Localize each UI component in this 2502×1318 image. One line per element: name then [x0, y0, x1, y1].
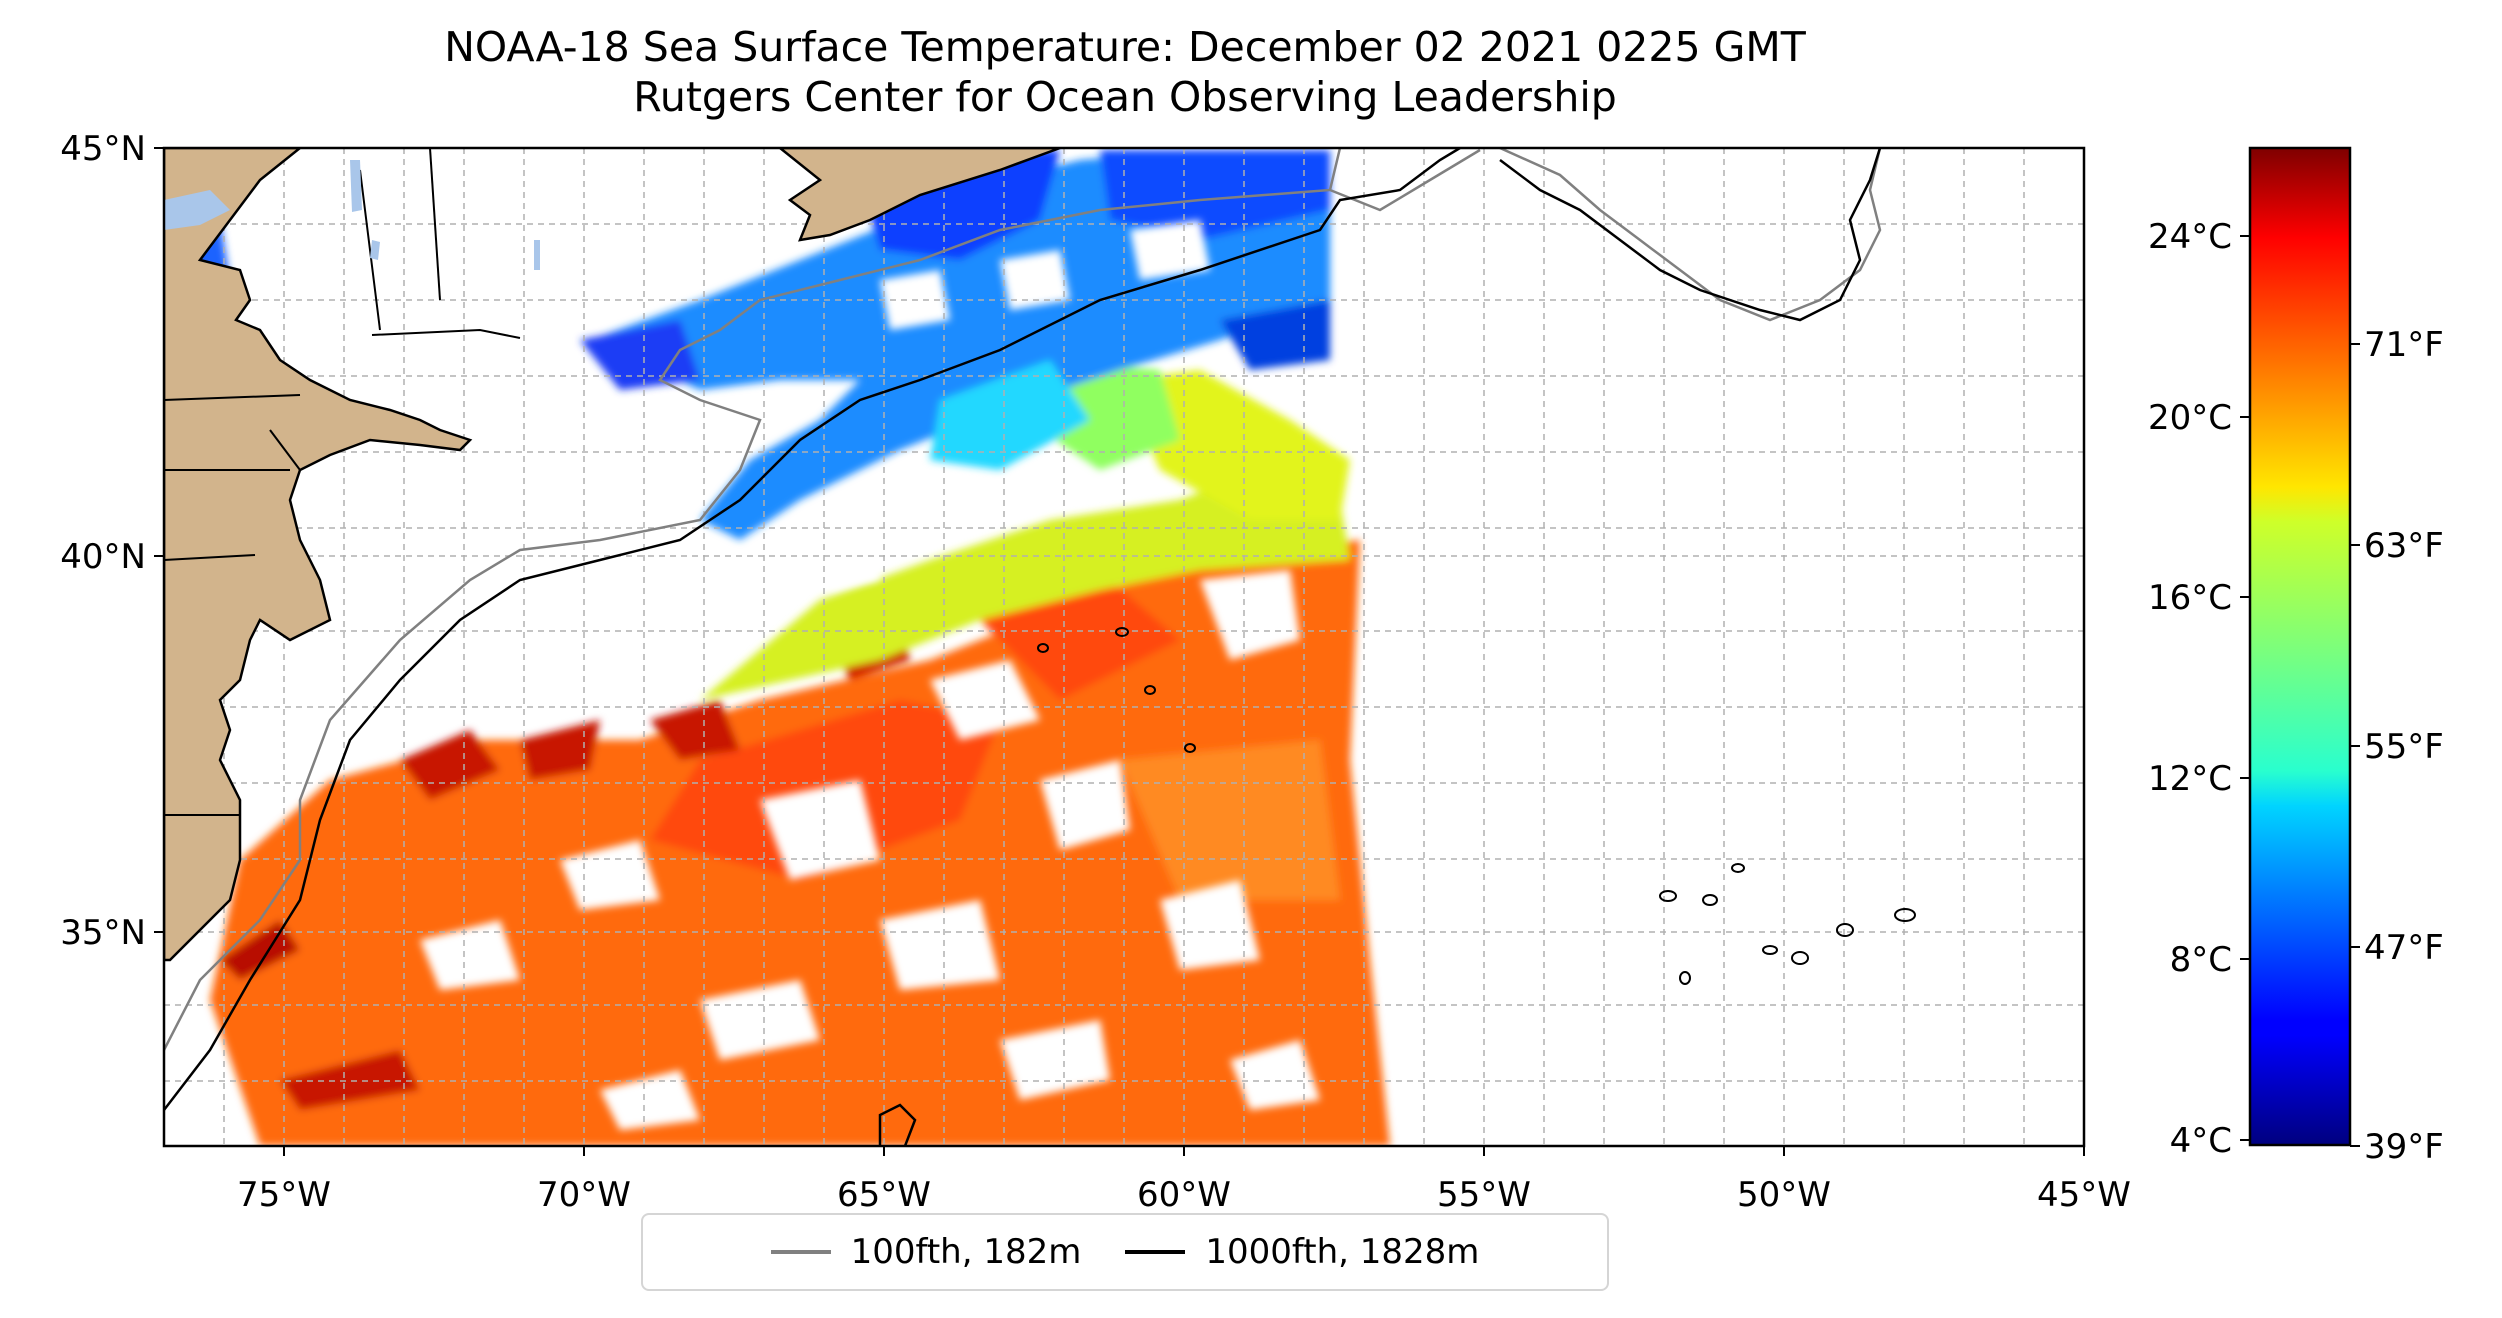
- colorbar: [2248, 146, 2352, 1147]
- lat-label-40n: 40°N: [60, 537, 146, 577]
- lon-label-45w: 45°W: [2037, 1175, 2131, 1215]
- legend-swatch-100fth: [770, 1250, 831, 1254]
- lakes: [164, 160, 540, 270]
- state-borders: [164, 148, 521, 816]
- legend-swatch-1000fth: [1125, 1250, 1186, 1254]
- legend-item-1000fth: 1000fth, 1828m: [1125, 1232, 1479, 1272]
- colorbar-label-63f: 63°F: [2364, 526, 2444, 566]
- lon-label-50w: 50°W: [1737, 1175, 1831, 1215]
- isobath-100fth: [164, 148, 1882, 1051]
- gridlines: [164, 148, 2084, 1146]
- map-title: NOAA-18 Sea Surface Temperature: Decembe…: [0, 22, 2250, 122]
- colorbar-label-39f: 39°F: [2364, 1127, 2444, 1167]
- isobath-legend: 100fth, 182m 1000fth, 1828m: [641, 1213, 1609, 1291]
- lon-label-65w: 65°W: [837, 1175, 931, 1215]
- isobath-1000fth: [164, 148, 1882, 1146]
- colorbar-label-47f: 47°F: [2364, 928, 2444, 968]
- lat-label-35n: 35°N: [60, 913, 146, 953]
- colorbar-label-20c: 20°C: [2148, 398, 2232, 438]
- colorbar-fahrenheit-ticks: [2350, 343, 2360, 1147]
- lon-label-75w: 75°W: [237, 1175, 331, 1215]
- colorbar-celsius-ticks: [2240, 235, 2250, 1141]
- title-line-1: NOAA-18 Sea Surface Temperature: Decembe…: [444, 23, 1806, 71]
- lon-label-55w: 55°W: [1437, 1175, 1531, 1215]
- lon-label-60w: 60°W: [1137, 1175, 1231, 1215]
- colorbar-label-71f: 71°F: [2364, 325, 2444, 365]
- lon-label-70w: 70°W: [537, 1175, 631, 1215]
- legend-label-100fth: 100fth, 182m: [850, 1232, 1082, 1272]
- colorbar-label-4c: 4°C: [2170, 1121, 2232, 1161]
- colorbar-label-12c: 12°C: [2148, 759, 2232, 799]
- lat-ticks: [154, 147, 164, 933]
- lat-label-45n: 45°N: [60, 129, 146, 169]
- map-panel: [164, 148, 2084, 1146]
- lon-ticks: [283, 1146, 2085, 1156]
- title-line-2: Rutgers Center for Ocean Observing Leade…: [633, 73, 1617, 121]
- map-frame: [162, 146, 2086, 1148]
- colorbar-label-16c: 16°C: [2148, 578, 2232, 618]
- colorbar-label-24c: 24°C: [2148, 217, 2232, 257]
- colorbar-label-8c: 8°C: [2170, 940, 2232, 980]
- seamounts: [1037, 627, 1916, 985]
- north-america-land: [164, 148, 473, 962]
- colorbar-label-55f: 55°F: [2364, 727, 2444, 767]
- legend-item-100fth: 100fth, 182m: [770, 1232, 1082, 1272]
- nova-scotia-land: [777, 148, 1061, 242]
- legend-label-1000fth: 1000fth, 1828m: [1205, 1232, 1480, 1272]
